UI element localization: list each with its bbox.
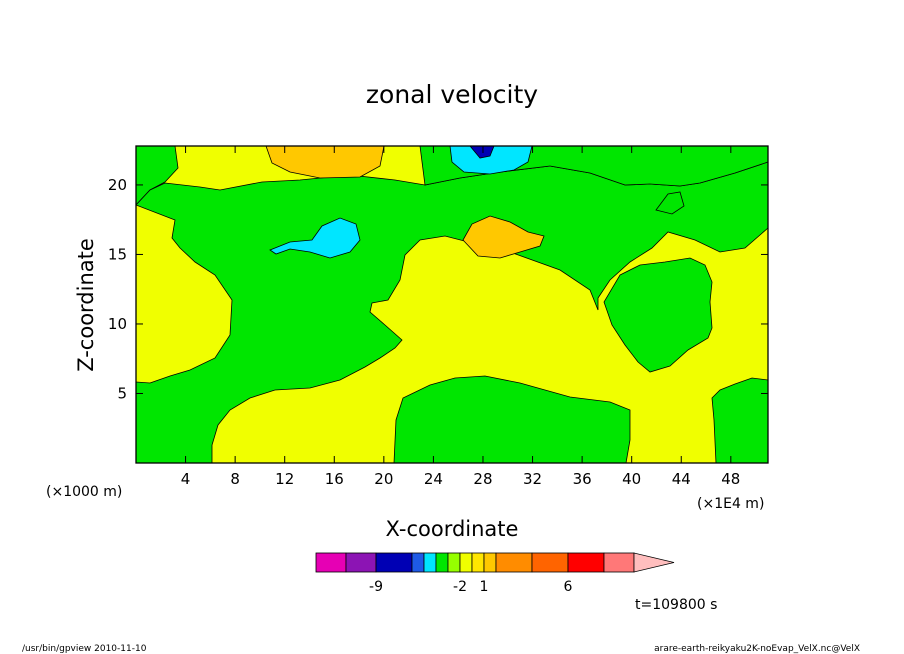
colorbar-tick-label: 1 [480, 579, 489, 595]
colorbar-tick-label: -9 [369, 579, 383, 595]
chart-title: zonal velocity [366, 80, 538, 109]
colorbar-box [447, 552, 461, 573]
x-tick-label: 24 [424, 470, 443, 488]
x-tick-label: 8 [230, 470, 240, 488]
negative-region-small [655, 191, 685, 215]
x-tick-label: 32 [523, 470, 542, 488]
colorbar-box [603, 552, 635, 573]
colorbar-box [471, 552, 485, 573]
colorbar-box [567, 552, 605, 573]
footer-right: arare-earth-reikyaku2K-noEvap_VelX.nc@Ve… [654, 644, 860, 654]
footer-left: /usr/bin/gpview 2010-11-10 [22, 644, 147, 654]
positive-cell-top [265, 146, 385, 179]
x-tick-label: 44 [672, 470, 691, 488]
x-tick-label: 28 [473, 470, 492, 488]
y-axis-title: Z-coordinate [74, 238, 98, 372]
x-tick-label: 36 [573, 470, 592, 488]
cyan-cell-top [449, 146, 533, 175]
colorbar-box [435, 552, 449, 573]
x-axis: 4 8 12 16 20 24 28 32 36 40 44 48 [181, 146, 740, 488]
y-unit-label: (×1E4 m) [697, 496, 764, 512]
colorbar: -9 -2 1 6 [315, 552, 675, 595]
colorbar-box [345, 552, 377, 573]
x-tick-label: 40 [622, 470, 641, 488]
negative-region-bottom-right [711, 377, 768, 463]
colorbar-box [315, 552, 347, 573]
x-tick-label: 20 [374, 470, 393, 488]
time-annotation: t=109800 s [635, 597, 717, 613]
negative-region-left [136, 146, 179, 206]
y-tick-label: 10 [108, 315, 127, 333]
x-tick-label: 12 [275, 470, 294, 488]
colorbar-box [411, 552, 425, 573]
negative-region-bottom [393, 375, 631, 463]
colorbar-tick-label: -2 [453, 579, 467, 595]
colorbar-box [459, 552, 473, 573]
y-tick-label: 15 [108, 245, 127, 263]
colorbar-box [531, 552, 569, 573]
positive-cell-mid [462, 215, 545, 259]
x-axis-title: X-coordinate [386, 517, 519, 541]
contour-fields [136, 146, 768, 463]
x-unit-label: (×1000 m) [46, 484, 122, 500]
colorbar-box [495, 552, 533, 573]
colorbar-tick-label: 6 [564, 579, 573, 595]
colorbar-extend-arrow [633, 552, 675, 573]
colorbar-box [483, 552, 497, 573]
plot-frame [135, 145, 769, 464]
cyan-cell-left [269, 217, 361, 259]
x-tick-label: 4 [181, 470, 191, 488]
y-tick-label: 20 [108, 176, 127, 194]
strong-negative-core [469, 146, 495, 159]
x-tick-label: 16 [325, 470, 344, 488]
y-axis: 5 10 15 20 [108, 176, 768, 402]
colorbar-box [375, 552, 413, 573]
y-tick-label: 5 [117, 384, 127, 402]
x-tick-label: 48 [721, 470, 740, 488]
colorbar-box [423, 552, 437, 573]
negative-region-right [603, 257, 713, 373]
